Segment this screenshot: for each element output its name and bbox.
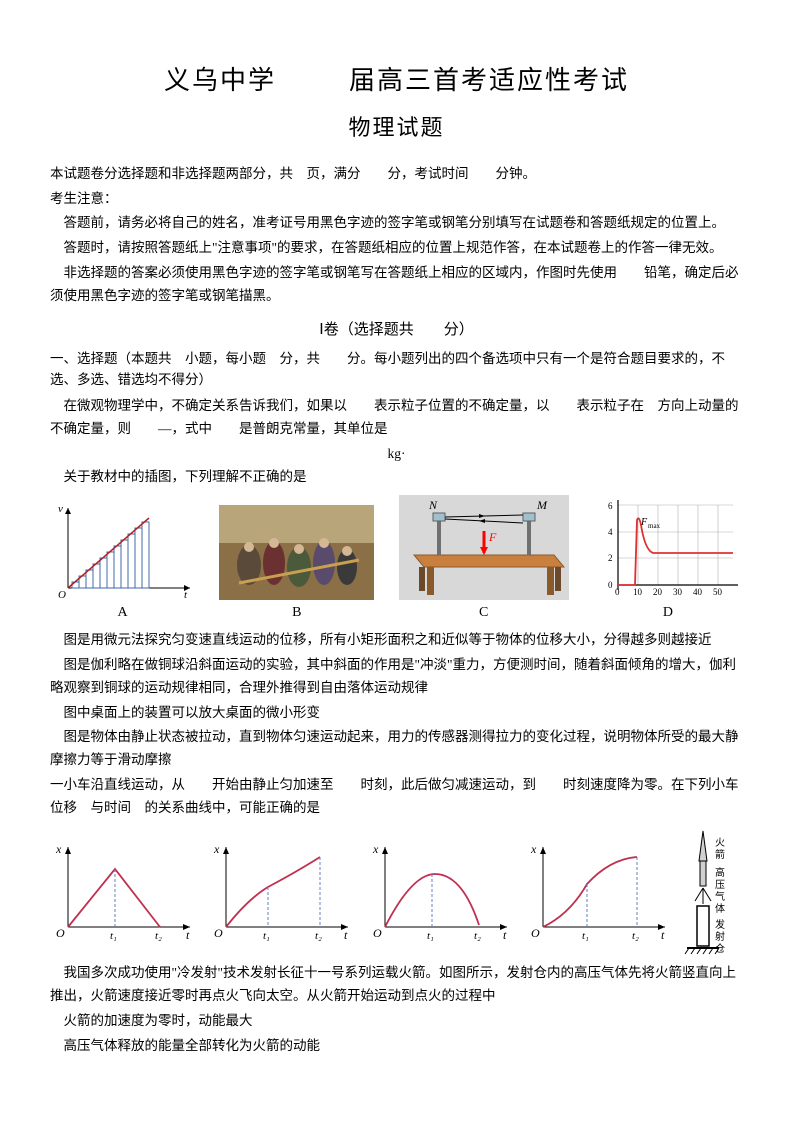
svg-text:x: x (213, 842, 220, 856)
q2-text: 关于教材中的插图，下列理解不正确的是 (50, 466, 743, 489)
svg-text:F: F (488, 530, 497, 544)
svg-text:t₁: t₁ (110, 930, 117, 942)
table-setup-icon: N M F (399, 495, 569, 600)
intro-text: 本试题卷分选择题和非选择题两部分，共 页，满分 分，考试时间 分钟。 (50, 163, 743, 185)
svg-text:t₁: t₁ (263, 930, 270, 942)
svg-text:O: O (531, 926, 540, 940)
xt-chart-1: x t O t₁ t₂ (50, 839, 198, 944)
svg-text:O: O (56, 926, 65, 940)
svg-text:高: 高 (715, 866, 725, 879)
rocket-icon: 火 箭 高 压 气 体 发 射 仓 (683, 826, 743, 956)
school-name: 义乌中学 (164, 66, 276, 95)
svg-text:v: v (58, 503, 63, 515)
figure-D-label: D (663, 602, 673, 624)
svg-text:0: 0 (615, 587, 620, 597)
q4-text: 我国多次成功使用"冷发射"技术发射长征十一号系列运载火箭。如图所示，发射仓内的高… (50, 962, 743, 1008)
svg-text:t₁: t₁ (427, 930, 434, 942)
figure-B-label: B (292, 602, 301, 624)
svg-text:10: 10 (633, 587, 643, 597)
svg-text:压: 压 (715, 879, 725, 891)
q3-chart-row: x t O t₁ t₂ x t O t₁ t₂ x t O t₁ t₂ (50, 826, 743, 956)
svg-text:t₂: t₂ (315, 930, 322, 942)
q2-option-C: 图中桌面上的装置可以放大桌面的微小形变 (50, 702, 743, 725)
figure-B: B (219, 505, 374, 624)
svg-text:30: 30 (673, 587, 683, 597)
q4-option-A: 火箭的加速度为零时，动能最大 (50, 1010, 743, 1033)
xt-chart-2: x t O t₁ t₂ (208, 839, 356, 944)
exam-name: 届高三首考适应性考试 (349, 66, 629, 95)
notice-2: 答题时，请按照答题纸上"注意事项"的要求，在答题纸相应的位置上规范作答，在本试题… (50, 237, 743, 260)
svg-text:2: 2 (608, 553, 613, 563)
figure-C-label: C (479, 602, 488, 624)
figure-A: v t O A (50, 500, 195, 624)
q4-option-B: 高压气体释放的能量全部转化为火箭的动能 (50, 1035, 743, 1058)
svg-text:箭: 箭 (715, 848, 725, 861)
svg-text:max: max (648, 522, 661, 530)
q2-option-B: 图是伽利略在做铜球沿斜面运动的实验，其中斜面的作用是"冲淡"重力，方便测时间，随… (50, 654, 743, 700)
svg-text:t₂: t₂ (632, 930, 639, 942)
svg-text:4: 4 (608, 527, 613, 537)
svg-text:O: O (214, 926, 223, 940)
svg-text:t₁: t₁ (582, 930, 589, 942)
xt-chart-4: x t O t₁ t₂ (525, 839, 673, 944)
svg-text:t₂: t₂ (155, 930, 162, 942)
svg-text:F: F (640, 517, 648, 528)
q2-option-D: 图是物体由静止状态被拉动，直到物体匀速运动起来，用力的传感器测得拉力的变化过程，… (50, 726, 743, 772)
svg-text:t₂: t₂ (474, 930, 481, 942)
svg-text:仓: 仓 (715, 942, 725, 955)
section-1-title: Ⅰ卷（选择题共 分） (50, 318, 743, 342)
figure-C: N M F C (399, 495, 569, 624)
svg-text:20: 20 (653, 587, 663, 597)
subject-title: 物理试题 (50, 110, 743, 145)
svg-text:射: 射 (715, 931, 725, 943)
rocket-label: 火 (715, 837, 725, 849)
svg-text:O: O (373, 926, 382, 940)
svg-text:0: 0 (608, 580, 613, 590)
q2-figure-row: v t O A (50, 495, 743, 624)
question-section-head: 一、选择题（本题共 小题，每小题 分，共 分。每小题列出的四个备选项中只有一个是… (50, 348, 743, 391)
xt-chart-3: x t O t₁ t₂ (367, 839, 515, 944)
notice-1: 答题前，请务必将自己的姓名，准考证号用黑色字迹的签字笔或钢笔分别填写在试题卷和答… (50, 212, 743, 235)
svg-text:气: 气 (715, 890, 725, 903)
svg-text:发: 发 (715, 918, 725, 931)
q1-text: 在微观物理学中，不确定关系告诉我们，如果以 表示粒子位置的不确定量，以 表示粒子… (50, 395, 743, 441)
svg-text:40: 40 (693, 587, 703, 597)
svg-text:x: x (55, 842, 62, 856)
force-graph-icon: 0 10 20 30 40 50 0 2 4 6 F max (593, 495, 743, 600)
q3-text: 一小车沿直线运动，从 开始由静止匀加速至 时刻，此后做匀减速运动，到 时刻速度降… (50, 774, 743, 820)
svg-text:N: N (428, 498, 438, 512)
svg-text:6: 6 (608, 501, 613, 511)
notice-3: 非选择题的答案必须使用黑色字迹的签字笔或钢笔写在答题纸上相应的区域内，作图时先使… (50, 262, 743, 308)
svg-text:50: 50 (713, 587, 723, 597)
svg-text:x: x (530, 842, 537, 856)
title-main: 义乌中学 届高三首考适应性考试 (50, 60, 743, 102)
notice-heading: 考生注意： (50, 188, 743, 210)
figure-D: 0 10 20 30 40 50 0 2 4 6 F max D (593, 495, 743, 624)
svg-text:O: O (58, 589, 66, 600)
vt-graph-icon: v t O (50, 500, 195, 600)
svg-text:体: 体 (715, 903, 725, 915)
q2-option-A: 图是用微元法探究匀变速直线运动的位移，所有小矩形面积之和近似等于物体的位移大小，… (50, 629, 743, 652)
svg-text:x: x (372, 842, 379, 856)
q1-unit: kg· (50, 443, 743, 465)
svg-text:M: M (536, 498, 548, 512)
painting-icon (219, 505, 374, 600)
figure-A-label: A (117, 602, 127, 624)
